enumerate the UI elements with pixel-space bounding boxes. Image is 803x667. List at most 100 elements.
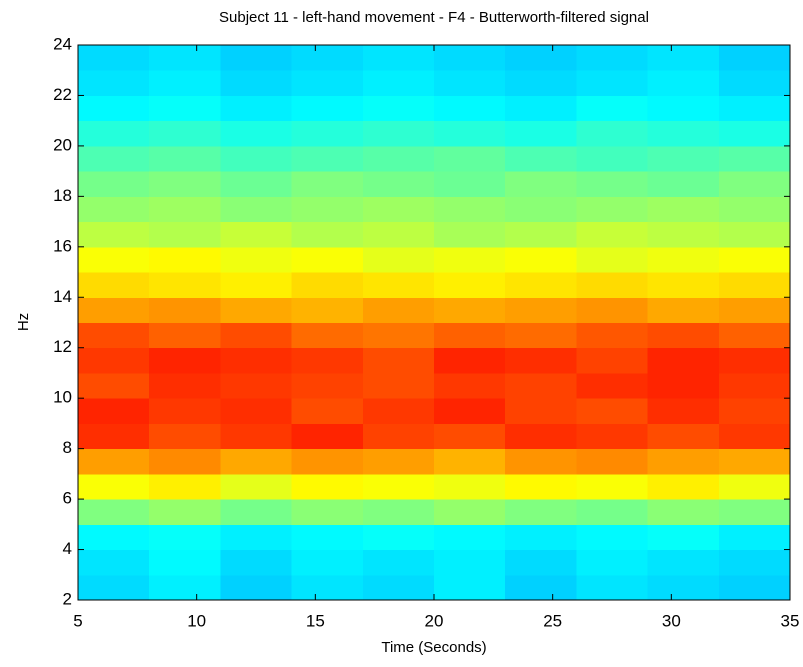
heatmap-cell: [78, 246, 150, 273]
heatmap-cell: [718, 549, 791, 576]
heatmap-cell: [718, 221, 791, 248]
heatmap-cell: [149, 499, 221, 525]
heatmap-cell: [220, 398, 293, 424]
heatmap-cell: [505, 171, 577, 197]
heatmap-cell: [576, 398, 649, 424]
heatmap-cell: [505, 221, 577, 248]
heatmap-cell: [576, 499, 649, 525]
heatmap-cell: [149, 171, 221, 197]
heatmap-cell: [78, 221, 150, 248]
heatmap-cell: [505, 272, 577, 298]
heatmap-cell: [220, 448, 293, 475]
heatmap-cell: [362, 524, 435, 551]
heatmap-cell: [149, 95, 221, 122]
heatmap-cell: [647, 45, 720, 71]
heatmap-cell: [505, 549, 577, 576]
heatmap-cell: [78, 171, 150, 197]
heatmap-cell: [220, 297, 293, 323]
heatmap-cell: [291, 221, 364, 248]
heatmap-cell: [78, 196, 150, 223]
heatmap-cell: [718, 45, 791, 71]
heatmap-cell: [291, 448, 364, 475]
heatmap-cell: [362, 171, 435, 197]
heatmap-cell: [505, 95, 577, 122]
heatmap-cell: [434, 145, 506, 172]
heatmap-cell: [576, 272, 649, 298]
heatmap-cell: [576, 322, 649, 349]
heatmap-cell: [149, 423, 221, 450]
heatmap-cell: [291, 473, 364, 500]
heatmap-cell: [576, 221, 649, 248]
heatmap-cell: [434, 272, 506, 298]
heatmap-cell: [718, 524, 791, 551]
heatmap-cell: [362, 499, 435, 525]
heatmap-cell: [220, 272, 293, 298]
heatmap-cell: [362, 70, 435, 96]
heatmap-cell: [647, 524, 720, 551]
heatmap-cell: [434, 398, 506, 424]
heatmap-cell: [434, 95, 506, 122]
heatmap-cell: [505, 322, 577, 349]
y-tick-label: 14: [53, 287, 72, 306]
y-tick-label: 18: [53, 186, 72, 205]
heatmap-cell: [434, 70, 506, 96]
heatmap-cell: [434, 574, 506, 601]
heatmap-cell: [362, 272, 435, 298]
heatmap-cell: [505, 45, 577, 71]
heatmap-cell: [718, 272, 791, 298]
heatmap-cell: [576, 120, 649, 147]
heatmap-cell: [78, 473, 150, 500]
heatmap-cell: [362, 246, 435, 273]
heatmap-cell: [291, 524, 364, 551]
heatmap-cell: [78, 448, 150, 475]
heatmap-cells: [78, 45, 791, 601]
heatmap-cell: [434, 423, 506, 450]
heatmap-cell: [647, 145, 720, 172]
heatmap-cell: [78, 499, 150, 525]
heatmap-cell: [434, 45, 506, 71]
heatmap-cell: [434, 473, 506, 500]
heatmap-cell: [291, 372, 364, 399]
heatmap-cell: [149, 272, 221, 298]
heatmap-cell: [78, 297, 150, 323]
heatmap-cell: [576, 45, 649, 71]
heatmap-cell: [576, 297, 649, 323]
heatmap-cell: [434, 549, 506, 576]
heatmap-cell: [78, 322, 150, 349]
heatmap-cell: [78, 120, 150, 147]
heatmap-cell: [505, 297, 577, 323]
heatmap-cell: [718, 347, 791, 374]
heatmap-cell: [291, 499, 364, 525]
heatmap-cell: [78, 574, 150, 601]
heatmap-cell: [291, 398, 364, 424]
heatmap-cell: [220, 45, 293, 71]
x-tick-label: 30: [662, 611, 681, 630]
heatmap-cell: [291, 45, 364, 71]
heatmap-cell: [576, 423, 649, 450]
heatmap-cell: [362, 45, 435, 71]
heatmap-cell: [78, 45, 150, 71]
heatmap-cell: [220, 574, 293, 601]
heatmap-cell: [718, 372, 791, 399]
heatmap-cell: [291, 322, 364, 349]
heatmap-cell: [291, 549, 364, 576]
heatmap-cell: [647, 322, 720, 349]
heatmap-cell: [78, 372, 150, 399]
heatmap-cell: [576, 574, 649, 601]
heatmap-cell: [78, 347, 150, 374]
heatmap-cell: [362, 347, 435, 374]
heatmap-cell: [505, 448, 577, 475]
y-tick-label: 6: [63, 489, 72, 508]
heatmap-cell: [149, 372, 221, 399]
heatmap-cell: [647, 272, 720, 298]
heatmap-cell: [718, 499, 791, 525]
heatmap-cell: [576, 372, 649, 399]
heatmap-cell: [647, 372, 720, 399]
y-axis-label: Hz: [15, 313, 32, 331]
heatmap-cell: [718, 322, 791, 349]
heatmap-cell: [576, 448, 649, 475]
heatmap-cell: [576, 70, 649, 96]
x-tick-label: 5: [73, 611, 82, 630]
heatmap-cell: [362, 398, 435, 424]
